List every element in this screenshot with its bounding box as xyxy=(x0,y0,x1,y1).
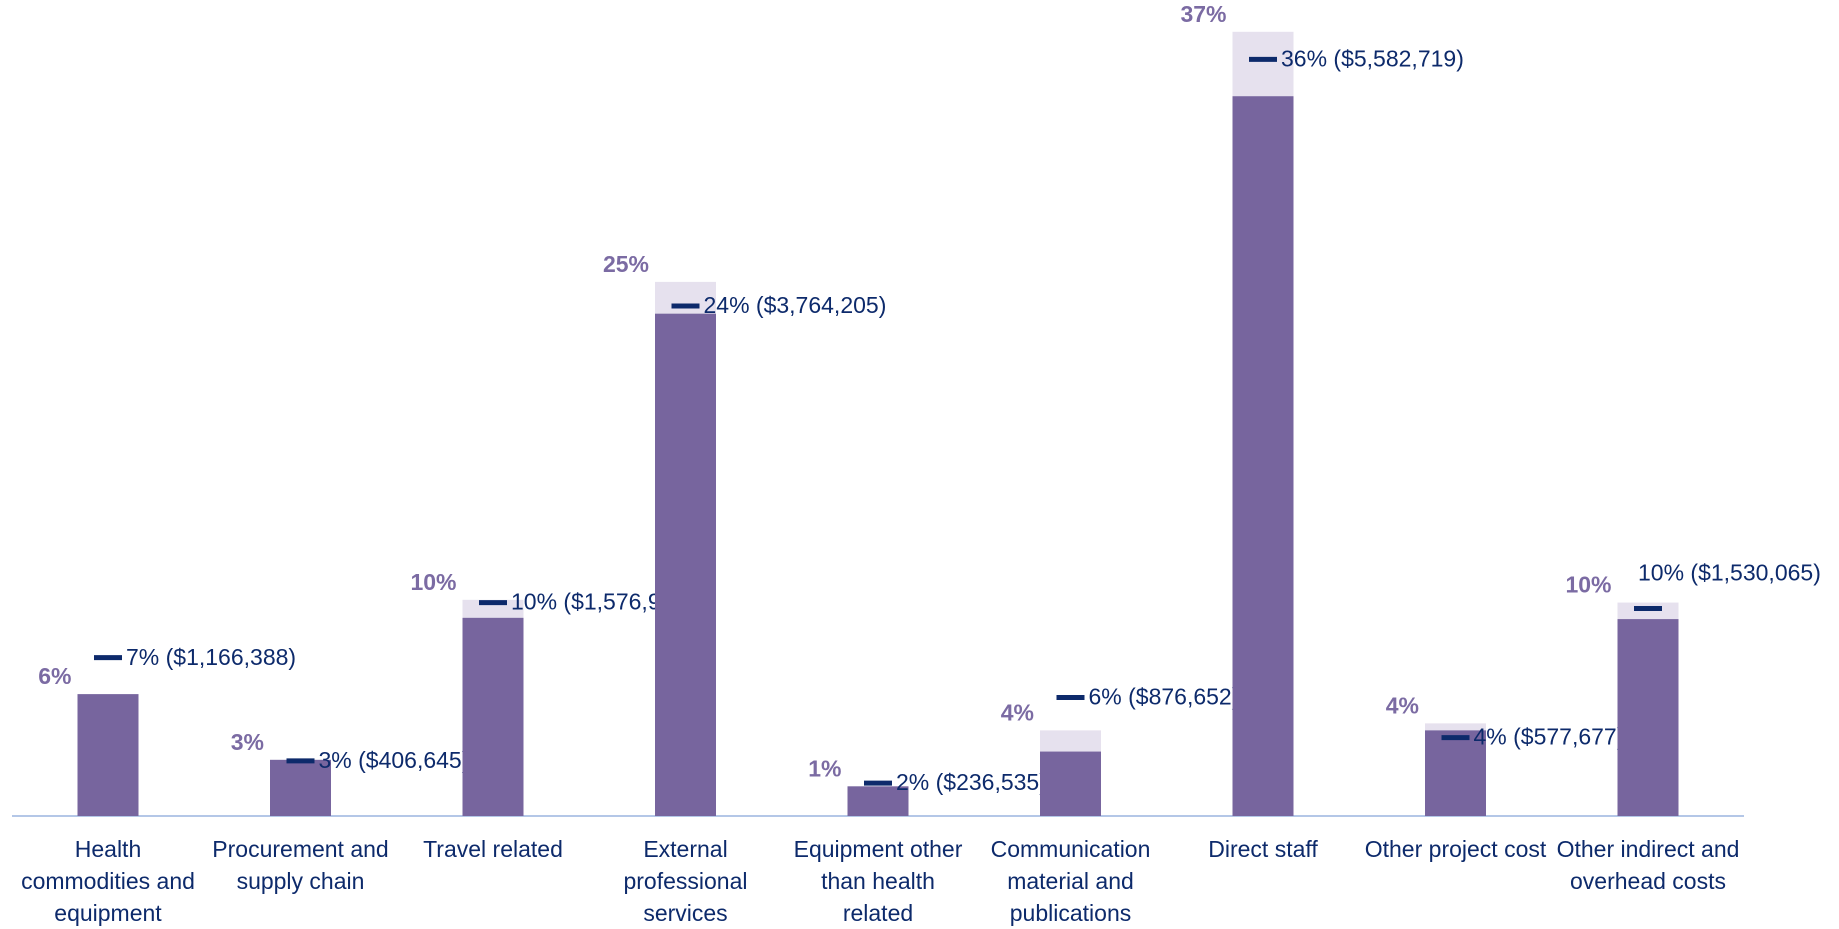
total-label: 37% xyxy=(1180,1,1226,27)
bar xyxy=(655,313,716,816)
category-label: Procurement and supply chain xyxy=(212,836,389,894)
total-label: 10% xyxy=(1565,572,1611,598)
category-label: Travel related xyxy=(423,836,563,862)
category-label: Other indirect and overhead costs xyxy=(1556,836,1740,894)
marker-label: 3% ($406,645) xyxy=(319,747,470,773)
category-label: Health commodities and equipment xyxy=(21,836,195,926)
total-label: 25% xyxy=(603,251,649,277)
marker-label: 36% ($5,582,719) xyxy=(1281,45,1464,71)
total-label: 10% xyxy=(410,569,456,595)
total-label: 3% xyxy=(231,729,264,755)
total-label: 4% xyxy=(1001,699,1034,725)
category-label: Other project cost xyxy=(1364,836,1547,862)
category-label: External professional services xyxy=(623,836,748,926)
bar xyxy=(1232,96,1294,816)
category-label: Equipment other than health related xyxy=(793,836,963,926)
category-label: Direct staff xyxy=(1208,836,1318,862)
total-label: 6% xyxy=(38,663,71,689)
bar xyxy=(77,694,139,816)
bar xyxy=(1040,751,1101,816)
marker-label: 7% ($1,166,388) xyxy=(126,644,296,670)
bar xyxy=(270,759,331,816)
bar xyxy=(847,786,909,816)
marker-label: 4% ($577,677) xyxy=(1474,724,1625,750)
marker-label: 2% ($236,535) xyxy=(896,769,1047,795)
marker-label: 6% ($876,652) xyxy=(1089,684,1240,710)
bar xyxy=(462,617,524,816)
marker-label: 10% ($1,530,065) xyxy=(1638,560,1821,586)
bar xyxy=(1425,730,1486,816)
total-label: 4% xyxy=(1386,692,1419,718)
marker-label: 24% ($3,764,205) xyxy=(704,292,887,318)
total-label: 1% xyxy=(808,755,841,781)
category-label: Communication material and publications xyxy=(990,836,1151,926)
bar xyxy=(1617,619,1679,816)
